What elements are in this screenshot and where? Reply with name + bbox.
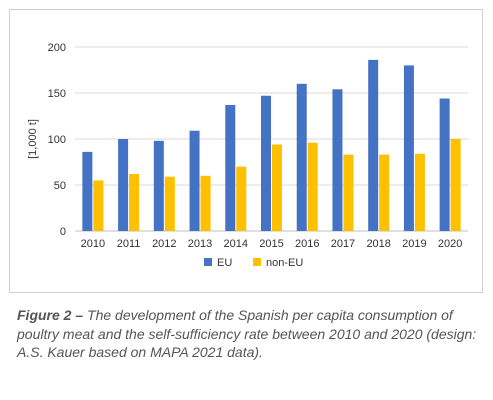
bar-non-eu-2010 xyxy=(93,180,104,231)
bar-chart: 0 50 100 150 200 [1,000 t] 2010 2011 2012 2013 201… xyxy=(27,42,468,269)
bar-non-eu-2020 xyxy=(450,139,461,231)
legend-swatch-non-eu xyxy=(253,258,261,266)
bar-non-eu-2011 xyxy=(129,173,140,231)
bar-non-eu-2014 xyxy=(236,166,247,231)
bar-eu-2012 xyxy=(153,140,164,231)
x-tick-label: 2016 xyxy=(295,238,319,250)
bar-eu-2014 xyxy=(225,104,236,231)
y-tick-label: 0 xyxy=(60,226,66,238)
x-tick-label: 2010 xyxy=(81,238,105,250)
x-tick-label: 2017 xyxy=(331,238,355,250)
caption-text: The development of the Spanish per capit… xyxy=(17,307,477,360)
y-tick-label: 100 xyxy=(48,134,66,146)
bar-non-eu-2019 xyxy=(414,153,425,231)
y-tick-label: 200 xyxy=(48,42,66,54)
legend-swatch-eu xyxy=(204,258,212,266)
x-tick-label: 2018 xyxy=(366,238,390,250)
x-tick-label: 2020 xyxy=(438,238,462,250)
bar-non-eu-2013 xyxy=(200,175,211,231)
x-tick-label: 2015 xyxy=(259,238,283,250)
x-tick-label: 2019 xyxy=(402,238,426,250)
chart-container: 0 50 100 150 200 [1,000 t] 2010 2011 2012 2013 201… xyxy=(9,9,483,293)
y-tick-label: 50 xyxy=(54,180,66,192)
x-tick-label: 2011 xyxy=(117,238,141,250)
bar-non-eu-2012 xyxy=(164,176,175,231)
x-tick-label: 2013 xyxy=(188,238,212,250)
caption-label: Figure 2 – xyxy=(17,307,84,323)
legend-label-eu: EU xyxy=(217,257,232,269)
bar-eu-2016 xyxy=(296,83,307,231)
bar-eu-2013 xyxy=(189,130,200,231)
legend-label-non-eu: non-EU xyxy=(266,257,303,269)
bar-eu-2018 xyxy=(368,59,379,231)
y-tick-label: 150 xyxy=(48,88,66,100)
bar-non-eu-2015 xyxy=(272,144,282,231)
bar-non-eu-2017 xyxy=(343,154,354,231)
bar-eu-2019 xyxy=(403,65,414,232)
figure-caption: Figure 2 – The development of the Spanis… xyxy=(17,306,477,362)
bar-non-eu-2018 xyxy=(379,154,390,231)
bar-eu-2017 xyxy=(332,89,343,231)
bar-eu-2011 xyxy=(118,139,129,231)
x-tick-label: 2012 xyxy=(152,238,176,250)
y-axis-label: [1,000 t] xyxy=(27,119,39,159)
bar-eu-2015 xyxy=(261,95,271,231)
bar-eu-2010 xyxy=(82,151,93,231)
bar-eu-2020 xyxy=(439,98,450,232)
x-tick-label: 2014 xyxy=(224,238,248,250)
bar-non-eu-2016 xyxy=(307,142,318,231)
